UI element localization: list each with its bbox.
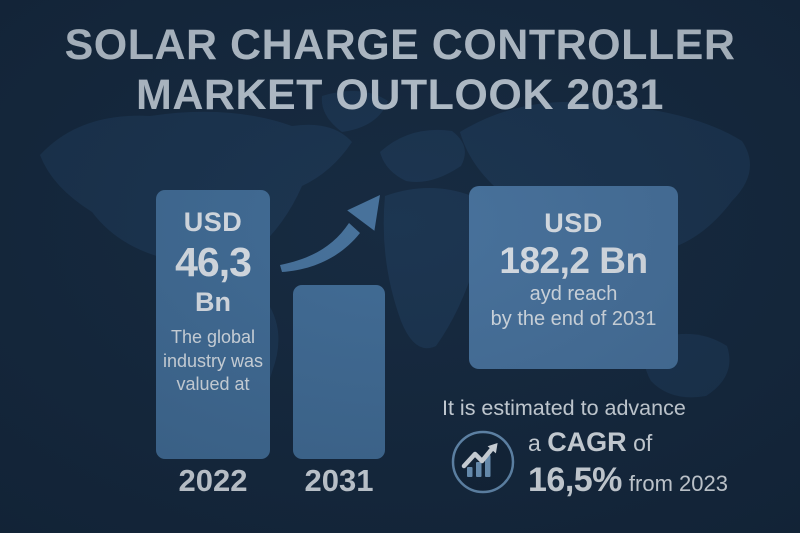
projection-box: USD 182,2 Bn ayd reach by the end of 203… <box>469 186 678 369</box>
cagr-intro-text: It is estimated to advance <box>442 396 686 420</box>
bar-2022-caption: The global industry was valued at <box>162 327 264 394</box>
projection-line-2: by the end of 2031 <box>490 308 657 330</box>
projection-currency: USD <box>544 208 603 238</box>
cagr-line-1: a CAGR of <box>528 427 728 458</box>
cagr-suffix: from 2023 <box>628 471 728 496</box>
year-label-2022: 2022 <box>178 463 248 498</box>
bar-2022-currency: USD <box>183 207 243 237</box>
growth-arrow-icon <box>280 195 380 272</box>
bar-2022-value: 46,3 <box>175 239 252 285</box>
cagr-prefix: a <box>528 430 541 456</box>
cagr-text-block: a CAGR of 16,5% from 2023 <box>528 427 728 500</box>
title-line-1: SOLAR CHARGE CONTROLLER <box>64 21 736 69</box>
bar-2022-unit: Bn <box>195 287 231 317</box>
projection-value: 182,2 Bn <box>499 240 648 281</box>
bar-2031 <box>293 285 385 459</box>
growth-chart-icon <box>451 430 515 494</box>
projection-line-1: ayd reach <box>529 283 618 305</box>
cagr-line-2: 16,5% from 2023 <box>528 461 728 500</box>
cagr-of: of <box>633 430 653 456</box>
page-title: SOLAR CHARGE CONTROLLER MARKET OUTLOOK 2… <box>0 20 800 120</box>
cagr-value: 16,5% <box>528 461 622 499</box>
bar-2022: USD 46,3 Bn The global industry was valu… <box>156 190 270 459</box>
year-label-2031: 2031 <box>304 463 374 498</box>
title-line-2: MARKET OUTLOOK 2031 <box>136 71 664 119</box>
cagr-label: CAGR <box>547 427 627 457</box>
